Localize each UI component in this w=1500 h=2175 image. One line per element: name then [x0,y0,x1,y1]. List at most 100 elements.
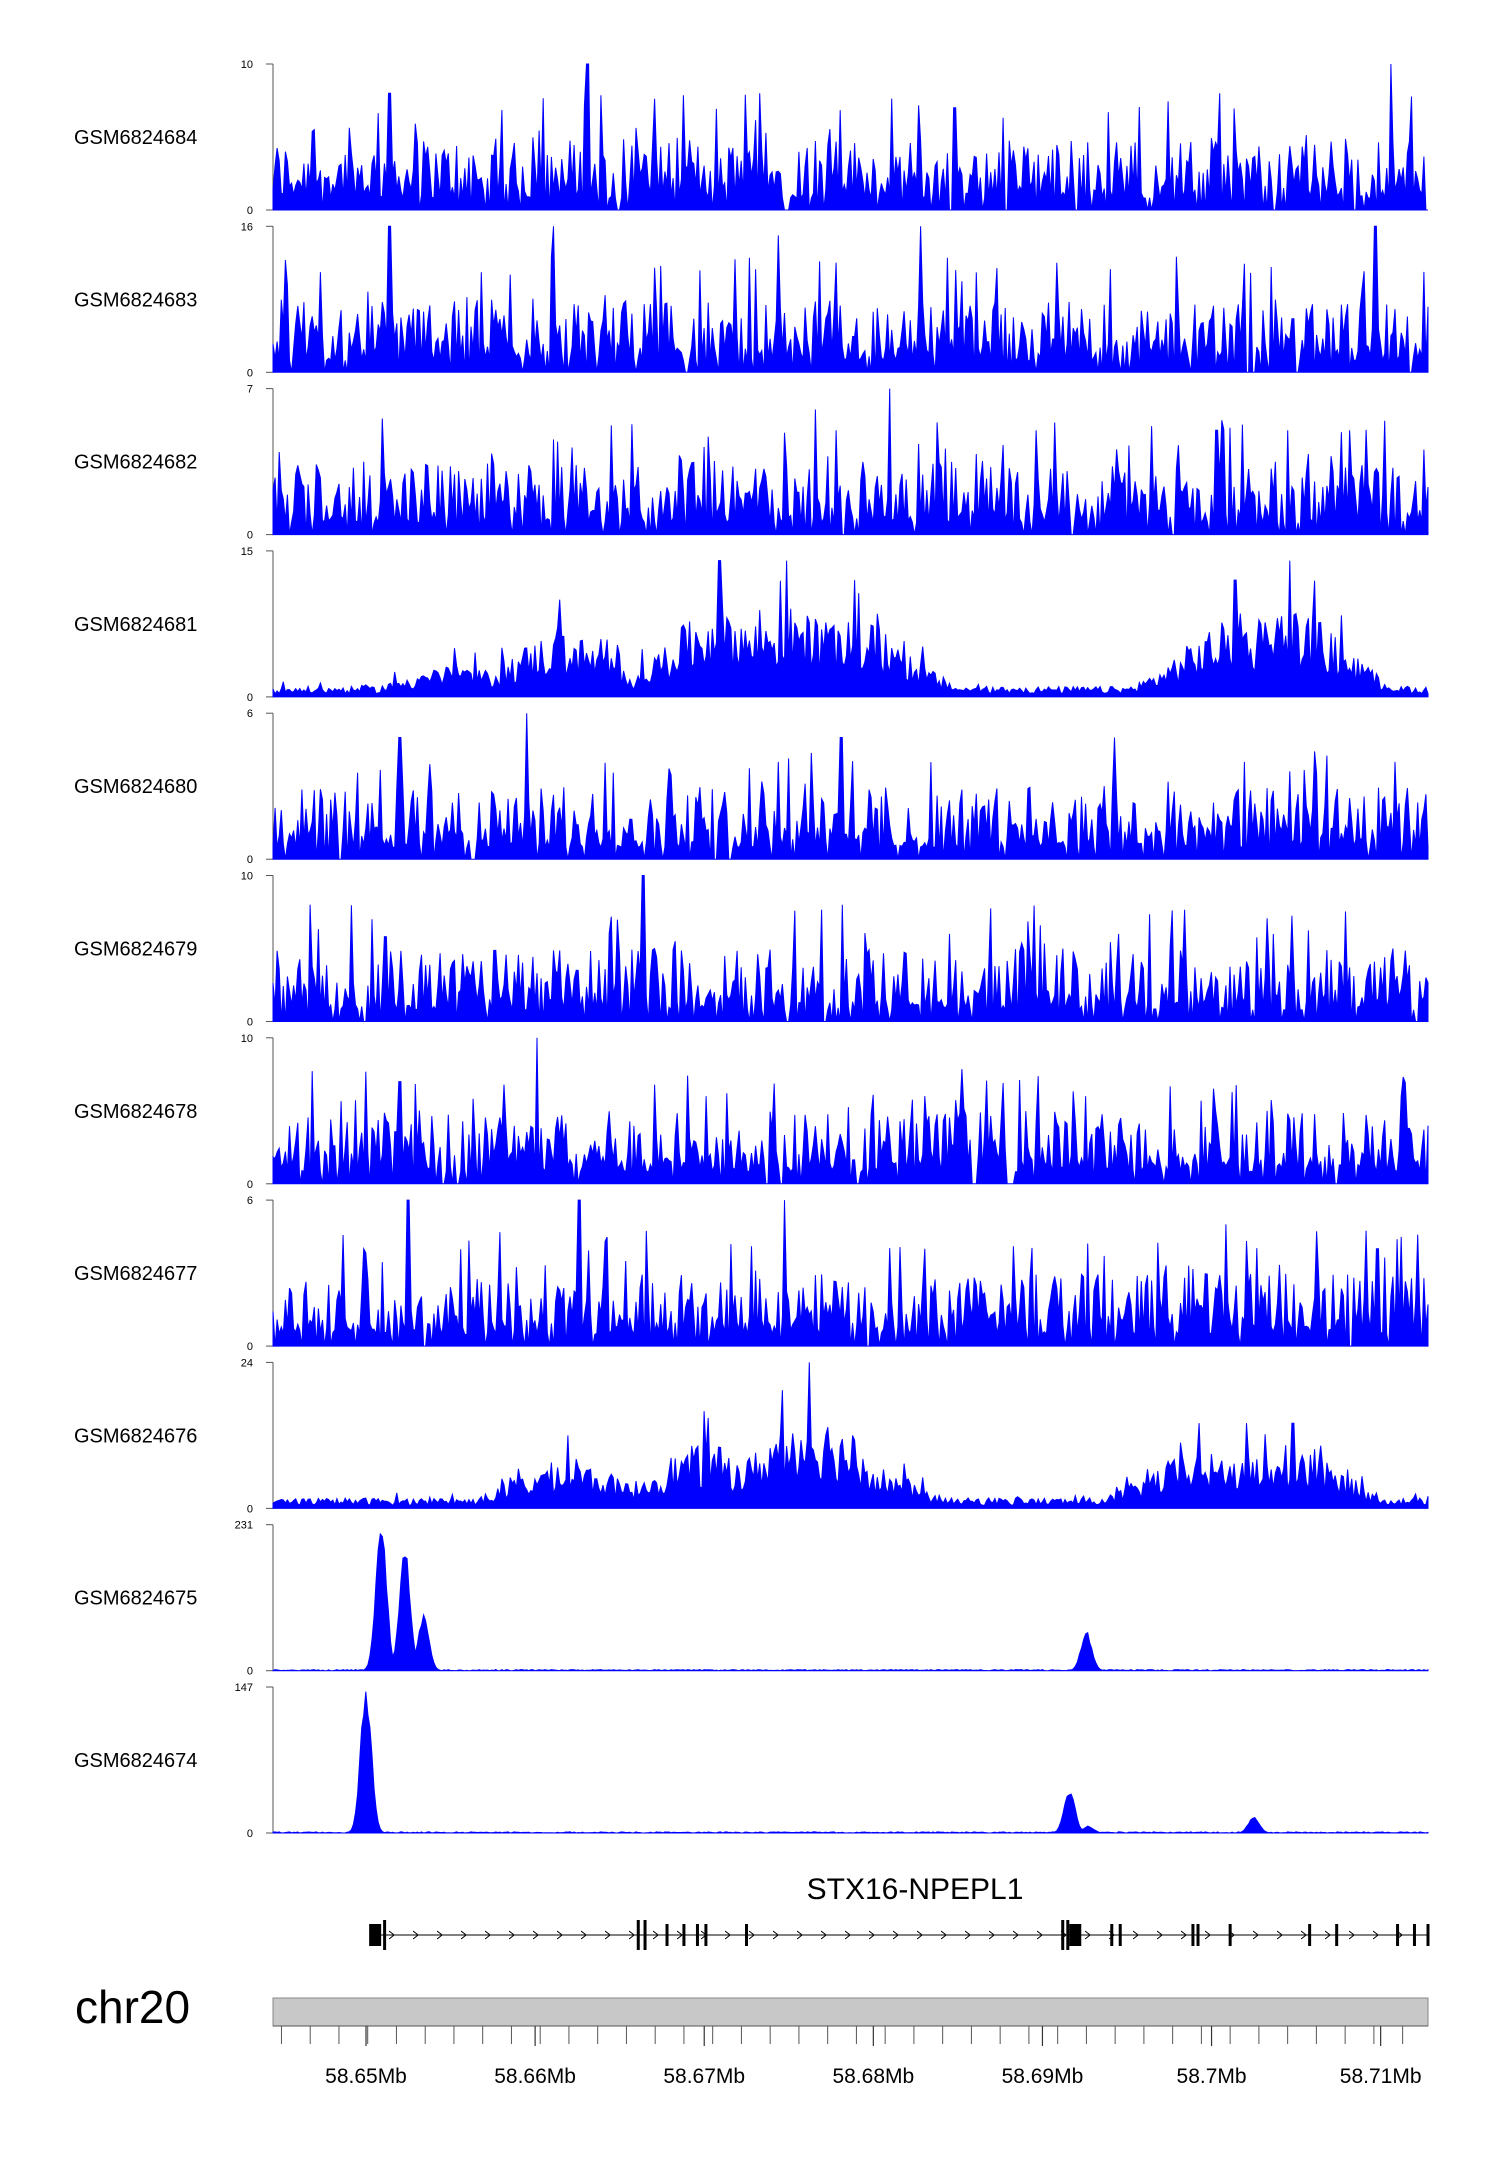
gene-exon [1426,1924,1430,1946]
y-tick-label: 16 [241,221,253,233]
strand-arrow [1324,1930,1331,1940]
strand-arrow [724,1930,731,1940]
y-tick-label: 6 [247,708,253,720]
strand-arrow [652,1930,659,1940]
strand-arrow [532,1930,539,1940]
strand-arrow [964,1930,971,1940]
y-tick-label: 0 [247,1017,253,1029]
coverage-area [272,1691,1429,1834]
strand-arrow [1012,1930,1019,1940]
track-label: GSM6824675 [74,1588,197,1610]
y-tick-label: 0 [247,854,253,866]
gene-exon [1308,1924,1312,1946]
coverage-area [272,388,1429,536]
y-tick-label: 0 [247,1341,253,1353]
track: GSM6824677 6 0 [74,1195,1429,1353]
gene-exon [1069,1924,1082,1946]
x-tick-label: 58.7Mb [1177,2065,1247,2088]
track: GSM6824681 15 0 [74,546,1429,704]
track-label: GSM6824676 [74,1425,197,1447]
x-tick-label: 58.66Mb [494,2065,576,2088]
track-label: GSM6824677 [74,1263,197,1285]
coverage-area [272,875,1429,1022]
strand-arrow [1204,1930,1211,1940]
y-tick-label: 147 [235,1682,253,1694]
y-tick-label: 0 [247,1666,253,1678]
strand-arrow [868,1930,875,1940]
gene-exon [744,1924,748,1946]
strand-arrow [940,1930,947,1940]
track: GSM6824680 6 0 [74,708,1429,866]
x-tick-label: 58.67Mb [663,2065,745,2088]
strand-arrow [580,1930,587,1940]
gene-exon [1196,1924,1200,1946]
strand-arrow [1372,1930,1379,1940]
track-label: GSM6824678 [74,1101,197,1123]
coverage-area [272,225,1429,373]
gene-exon [1228,1924,1232,1946]
coverage-area [272,1199,1429,1347]
gene-exon [1061,1920,1065,1950]
strand-arrow [484,1930,491,1940]
gene-exon [1412,1924,1416,1946]
gene-exon [369,1924,382,1946]
gene-exon [682,1924,686,1946]
gene-name: STX16-NPEPL1 [807,1873,1024,1906]
strand-arrow [508,1930,515,1940]
strand-arrow [676,1930,683,1940]
gene-exon [383,1920,387,1950]
y-tick-label: 0 [247,1179,253,1191]
strand-arrow [556,1930,563,1940]
chromosome-label: chr20 [75,1981,190,2033]
track: GSM6824683 16 0 [74,221,1429,379]
strand-arrow [1180,1930,1187,1940]
track-label: GSM6824679 [74,939,197,961]
strand-arrow [1084,1930,1091,1940]
y-tick-label: 24 [241,1357,253,1369]
gene-exon [704,1924,708,1946]
y-tick-label: 0 [247,367,253,379]
strand-arrow [892,1930,899,1940]
track: GSM6824678 10 0 [74,1033,1429,1191]
strand-arrow [1036,1930,1043,1940]
x-tick-label: 58.69Mb [1002,2065,1084,2088]
strand-arrow [436,1930,443,1940]
coverage-area [272,713,1429,860]
strand-arrow [916,1930,923,1940]
strand-arrow [628,1930,635,1940]
track: GSM6824684 10 0 [74,59,1428,217]
strand-arrow [844,1930,851,1940]
strand-arrow [796,1930,803,1940]
strand-arrow [1276,1930,1283,1940]
coverage-area [272,1037,1429,1185]
strand-arrow [460,1930,467,1940]
track-label: GSM6824682 [74,452,197,474]
strand-arrow [604,1930,611,1940]
x-tick-label: 58.71Mb [1340,2065,1422,2088]
y-tick-label: 0 [247,1503,253,1515]
y-tick-label: 15 [241,546,253,558]
strand-arrow [1252,1930,1259,1940]
strand-arrow [772,1930,779,1940]
x-tick-label: 58.65Mb [325,2065,407,2088]
y-tick-label: 0 [247,1828,253,1840]
track: GSM6824682 7 0 [74,384,1429,542]
track-label: GSM6824674 [74,1750,197,1772]
y-tick-label: 10 [241,871,253,883]
strand-arrow [1348,1930,1355,1940]
y-tick-label: 0 [247,692,253,704]
track: GSM6824674 147 0 [74,1682,1429,1840]
y-tick-label: 0 [247,530,253,542]
genome-axis: chr20 58.65Mb 58.66Mb 58.67Mb 58.68Mb 58.69Mb… [75,1981,1429,2088]
y-tick-label: 7 [247,384,253,396]
gene-exon [1118,1924,1122,1946]
track: GSM6824679 10 0 [74,871,1429,1029]
track: GSM6824676 24 0 [74,1357,1429,1515]
coverage-area [272,560,1429,698]
gene-exon [695,1924,699,1946]
strand-arrow [1132,1930,1139,1940]
gene-exon [1110,1924,1114,1946]
y-tick-label: 10 [241,1033,253,1045]
